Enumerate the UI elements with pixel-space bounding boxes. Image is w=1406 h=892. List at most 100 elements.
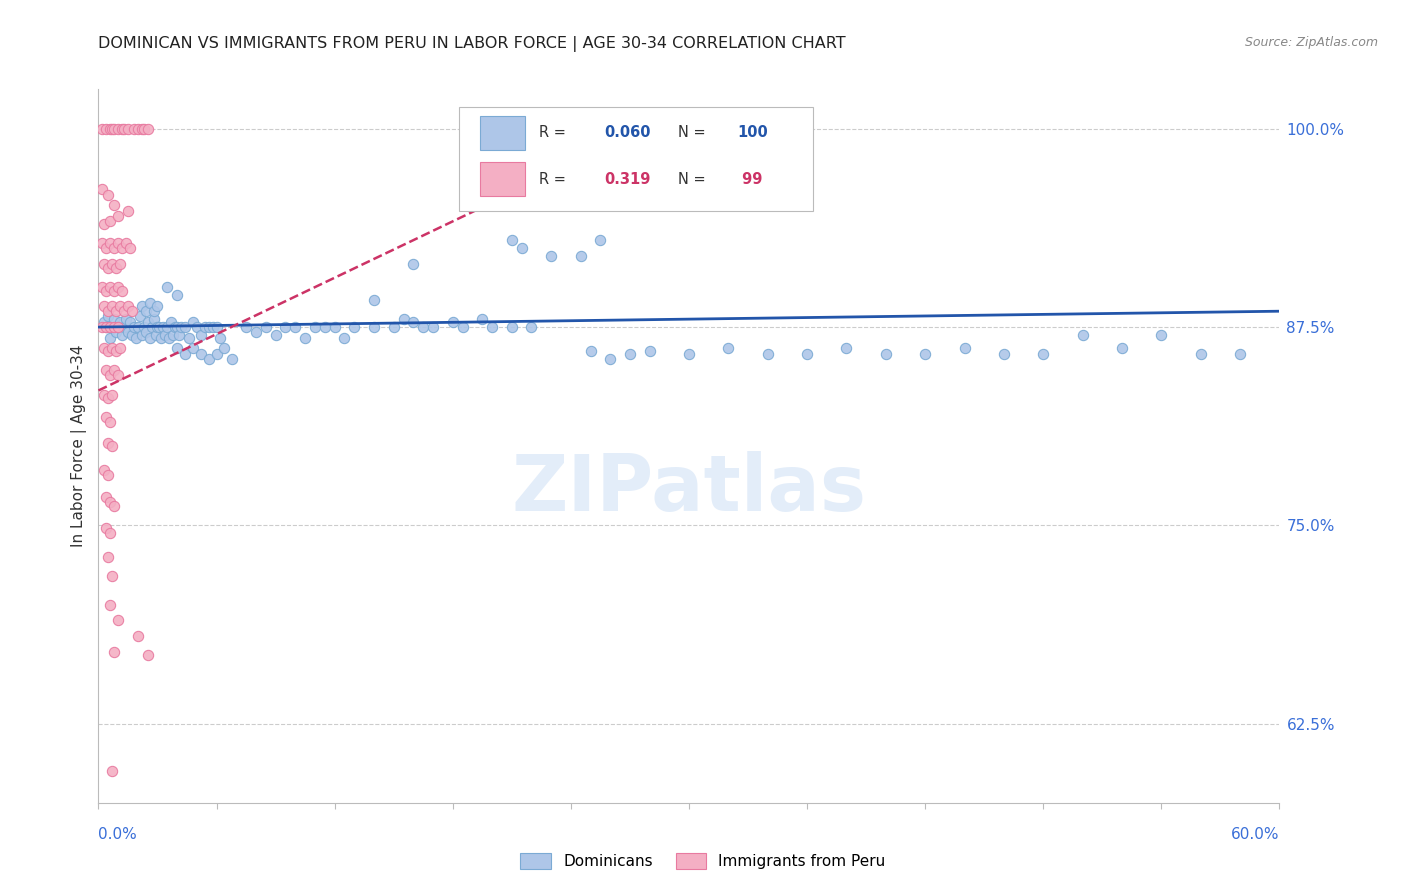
Point bbox=[132, 320, 155, 334]
Point bbox=[402, 315, 425, 329]
Point bbox=[96, 410, 118, 425]
Point bbox=[993, 347, 1015, 361]
Point bbox=[835, 341, 858, 355]
Point bbox=[142, 304, 165, 318]
Point bbox=[146, 320, 169, 334]
Point bbox=[638, 343, 661, 358]
Point bbox=[107, 320, 129, 334]
Point bbox=[107, 368, 129, 382]
Point bbox=[160, 315, 183, 329]
Point bbox=[128, 309, 150, 323]
Text: 60.0%: 60.0% bbox=[1232, 827, 1279, 841]
Point bbox=[1032, 347, 1054, 361]
Point bbox=[132, 121, 155, 136]
Text: Source: ZipAtlas.com: Source: ZipAtlas.com bbox=[1244, 36, 1378, 49]
Point bbox=[103, 500, 125, 514]
Point bbox=[112, 121, 135, 136]
Text: R =: R = bbox=[538, 171, 575, 186]
Point bbox=[105, 325, 128, 339]
Point bbox=[131, 328, 153, 343]
Point bbox=[145, 328, 167, 343]
Text: 0.319: 0.319 bbox=[605, 171, 651, 186]
Point bbox=[96, 320, 118, 334]
Point bbox=[111, 241, 134, 255]
Point bbox=[122, 320, 145, 334]
Point bbox=[101, 388, 124, 402]
Point bbox=[254, 320, 277, 334]
Point bbox=[481, 320, 503, 334]
Point bbox=[157, 331, 180, 345]
Point bbox=[103, 241, 125, 255]
Point bbox=[422, 320, 444, 334]
Point bbox=[118, 241, 141, 255]
Point bbox=[451, 320, 474, 334]
Text: N =: N = bbox=[678, 125, 710, 140]
Point bbox=[118, 315, 141, 329]
Point bbox=[166, 288, 188, 302]
Point bbox=[122, 121, 145, 136]
Point bbox=[136, 315, 159, 329]
Point bbox=[156, 280, 179, 294]
Point bbox=[181, 315, 204, 329]
Point bbox=[91, 280, 114, 294]
Point bbox=[221, 351, 243, 366]
Point bbox=[333, 331, 356, 345]
Point bbox=[101, 320, 124, 334]
Point bbox=[98, 214, 121, 228]
Point bbox=[107, 280, 129, 294]
Point bbox=[138, 296, 160, 310]
Point bbox=[190, 328, 212, 343]
Point bbox=[91, 320, 114, 334]
Point bbox=[304, 320, 326, 334]
Point bbox=[214, 341, 236, 355]
Point bbox=[97, 188, 120, 202]
Point bbox=[103, 363, 125, 377]
Point bbox=[599, 351, 621, 366]
Point bbox=[93, 217, 115, 231]
Point bbox=[412, 320, 434, 334]
Point bbox=[111, 328, 134, 343]
Point bbox=[93, 463, 115, 477]
Point bbox=[471, 312, 494, 326]
Point bbox=[91, 182, 114, 196]
Point bbox=[101, 341, 124, 355]
Point bbox=[96, 320, 118, 334]
FancyBboxPatch shape bbox=[479, 162, 524, 196]
Point bbox=[112, 304, 135, 318]
Point bbox=[136, 648, 159, 663]
Point bbox=[150, 331, 173, 345]
Point bbox=[177, 331, 200, 345]
Point bbox=[392, 312, 415, 326]
Point bbox=[108, 257, 131, 271]
Point bbox=[107, 320, 129, 334]
Point bbox=[91, 235, 114, 250]
Point bbox=[314, 320, 336, 334]
Point bbox=[127, 320, 149, 334]
Point bbox=[101, 300, 124, 314]
Point bbox=[112, 320, 135, 334]
Point bbox=[1229, 347, 1251, 361]
Point bbox=[97, 309, 120, 323]
Point bbox=[294, 331, 316, 345]
Point bbox=[127, 629, 149, 643]
Point bbox=[127, 121, 149, 136]
Point bbox=[166, 341, 188, 355]
Point bbox=[121, 304, 143, 318]
Point bbox=[953, 341, 976, 355]
Point bbox=[343, 320, 366, 334]
Point bbox=[510, 241, 533, 255]
Point bbox=[148, 320, 170, 334]
Point bbox=[103, 312, 125, 326]
Point bbox=[93, 341, 115, 355]
Point bbox=[155, 328, 177, 343]
Point bbox=[107, 121, 129, 136]
Point bbox=[136, 121, 159, 136]
Point bbox=[131, 121, 153, 136]
Point bbox=[569, 249, 592, 263]
Point bbox=[96, 521, 118, 535]
Point bbox=[501, 233, 523, 247]
Point bbox=[194, 320, 217, 334]
Point bbox=[103, 198, 125, 212]
Point bbox=[117, 204, 139, 219]
Point bbox=[363, 320, 385, 334]
